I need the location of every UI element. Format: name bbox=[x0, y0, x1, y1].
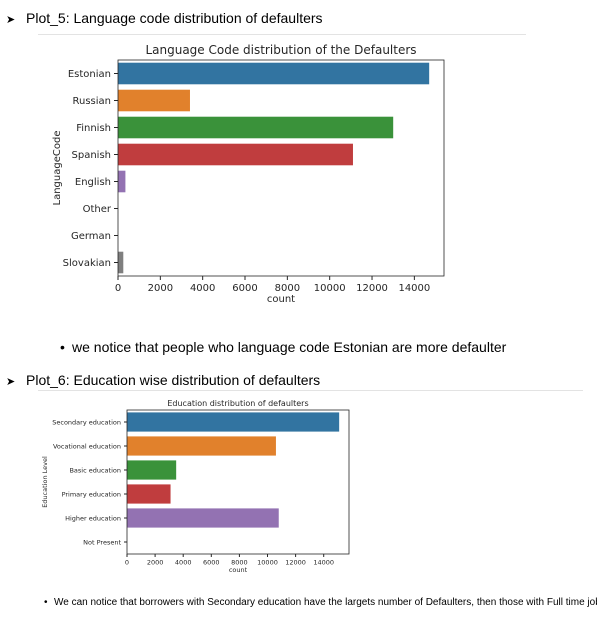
x-tick-label: 0 bbox=[115, 283, 121, 294]
bar-primary-education bbox=[127, 484, 171, 504]
x-tick-label: 10000 bbox=[314, 283, 346, 294]
category-label: Estonian bbox=[68, 69, 111, 80]
divider bbox=[38, 390, 583, 391]
x-tick-label: 12000 bbox=[356, 283, 388, 294]
x-tick-label: 10000 bbox=[257, 559, 278, 567]
chart-title: Education distribution of defaulters bbox=[167, 399, 308, 408]
bar-russian bbox=[118, 89, 190, 112]
section-heading-plot6: ➤ Plot_6: Education wise distribution of … bbox=[6, 372, 320, 388]
category-label: Finnish bbox=[76, 123, 111, 134]
bar-estonian bbox=[118, 62, 430, 85]
bar-higher-education bbox=[127, 508, 279, 528]
divider bbox=[38, 34, 526, 35]
language-code-chart: Language Code distribution of the Defaul… bbox=[52, 43, 445, 305]
category-label: Other bbox=[83, 204, 112, 215]
bar-secondary-education bbox=[127, 412, 340, 432]
category-label: Primary education bbox=[62, 490, 121, 498]
category-label: Not Present bbox=[83, 538, 121, 546]
x-tick-label: 8000 bbox=[275, 283, 300, 294]
x-tick-label: 14000 bbox=[313, 559, 334, 567]
arrow-right-icon: ➤ bbox=[6, 376, 16, 388]
category-label: English bbox=[75, 177, 111, 188]
x-axis-label: count bbox=[229, 566, 248, 574]
arrow-right-icon: ➤ bbox=[6, 14, 16, 26]
x-tick-label: 8000 bbox=[231, 559, 248, 567]
bar-finnish bbox=[118, 116, 394, 139]
x-tick-label: 6000 bbox=[203, 559, 220, 567]
bullet-icon: • bbox=[44, 597, 48, 608]
note-bullet-plot6: • We can notice that borrowers with Secon… bbox=[44, 597, 597, 608]
y-axis-label: LanguageCode bbox=[52, 131, 63, 206]
bar-vocational-education bbox=[127, 436, 276, 456]
category-label: Russian bbox=[72, 96, 111, 107]
bar-slovakian bbox=[118, 251, 124, 274]
education-chart: Education distribution of defaulters Seco… bbox=[41, 399, 350, 574]
note-text: We can notice that borrowers with Second… bbox=[54, 597, 597, 608]
bar-english bbox=[118, 170, 126, 193]
plot-frame bbox=[126, 409, 350, 555]
category-label: Slovakian bbox=[63, 258, 111, 269]
section-heading-text: Plot_6: Education wise distribution of d… bbox=[26, 372, 321, 388]
bar-spanish bbox=[118, 143, 353, 166]
section-heading-text: Plot_5: Language code distribution of de… bbox=[26, 10, 323, 26]
x-tick-label: 0 bbox=[125, 559, 129, 567]
category-label: Higher education bbox=[65, 514, 121, 522]
y-axis-label: Education Level bbox=[41, 456, 49, 508]
x-tick-label: 14000 bbox=[398, 283, 430, 294]
plot-frame bbox=[117, 59, 445, 277]
category-label: German bbox=[71, 231, 111, 242]
bar-basic-education bbox=[127, 460, 177, 480]
x-tick-label: 4000 bbox=[175, 559, 192, 567]
chart-title: Language Code distribution of the Defaul… bbox=[145, 43, 416, 57]
category-label: Spanish bbox=[72, 150, 112, 161]
bullet-icon: • bbox=[60, 339, 65, 355]
x-tick-label: 2000 bbox=[148, 283, 173, 294]
x-tick-label: 4000 bbox=[190, 283, 215, 294]
category-label: Secondary education bbox=[52, 418, 121, 426]
x-tick-label: 12000 bbox=[285, 559, 306, 567]
section-heading-plot5: ➤ Plot_5: Language code distribution of d… bbox=[6, 10, 323, 26]
x-tick-label: 6000 bbox=[232, 283, 257, 294]
x-tick-label: 2000 bbox=[147, 559, 164, 567]
note-bullet-plot5: • we notice that people who language code… bbox=[60, 339, 506, 355]
category-label: Vocational education bbox=[53, 442, 121, 450]
note-text: we notice that people who language code … bbox=[72, 339, 507, 355]
category-label: Basic education bbox=[69, 466, 121, 474]
x-axis-label: count bbox=[267, 294, 295, 305]
